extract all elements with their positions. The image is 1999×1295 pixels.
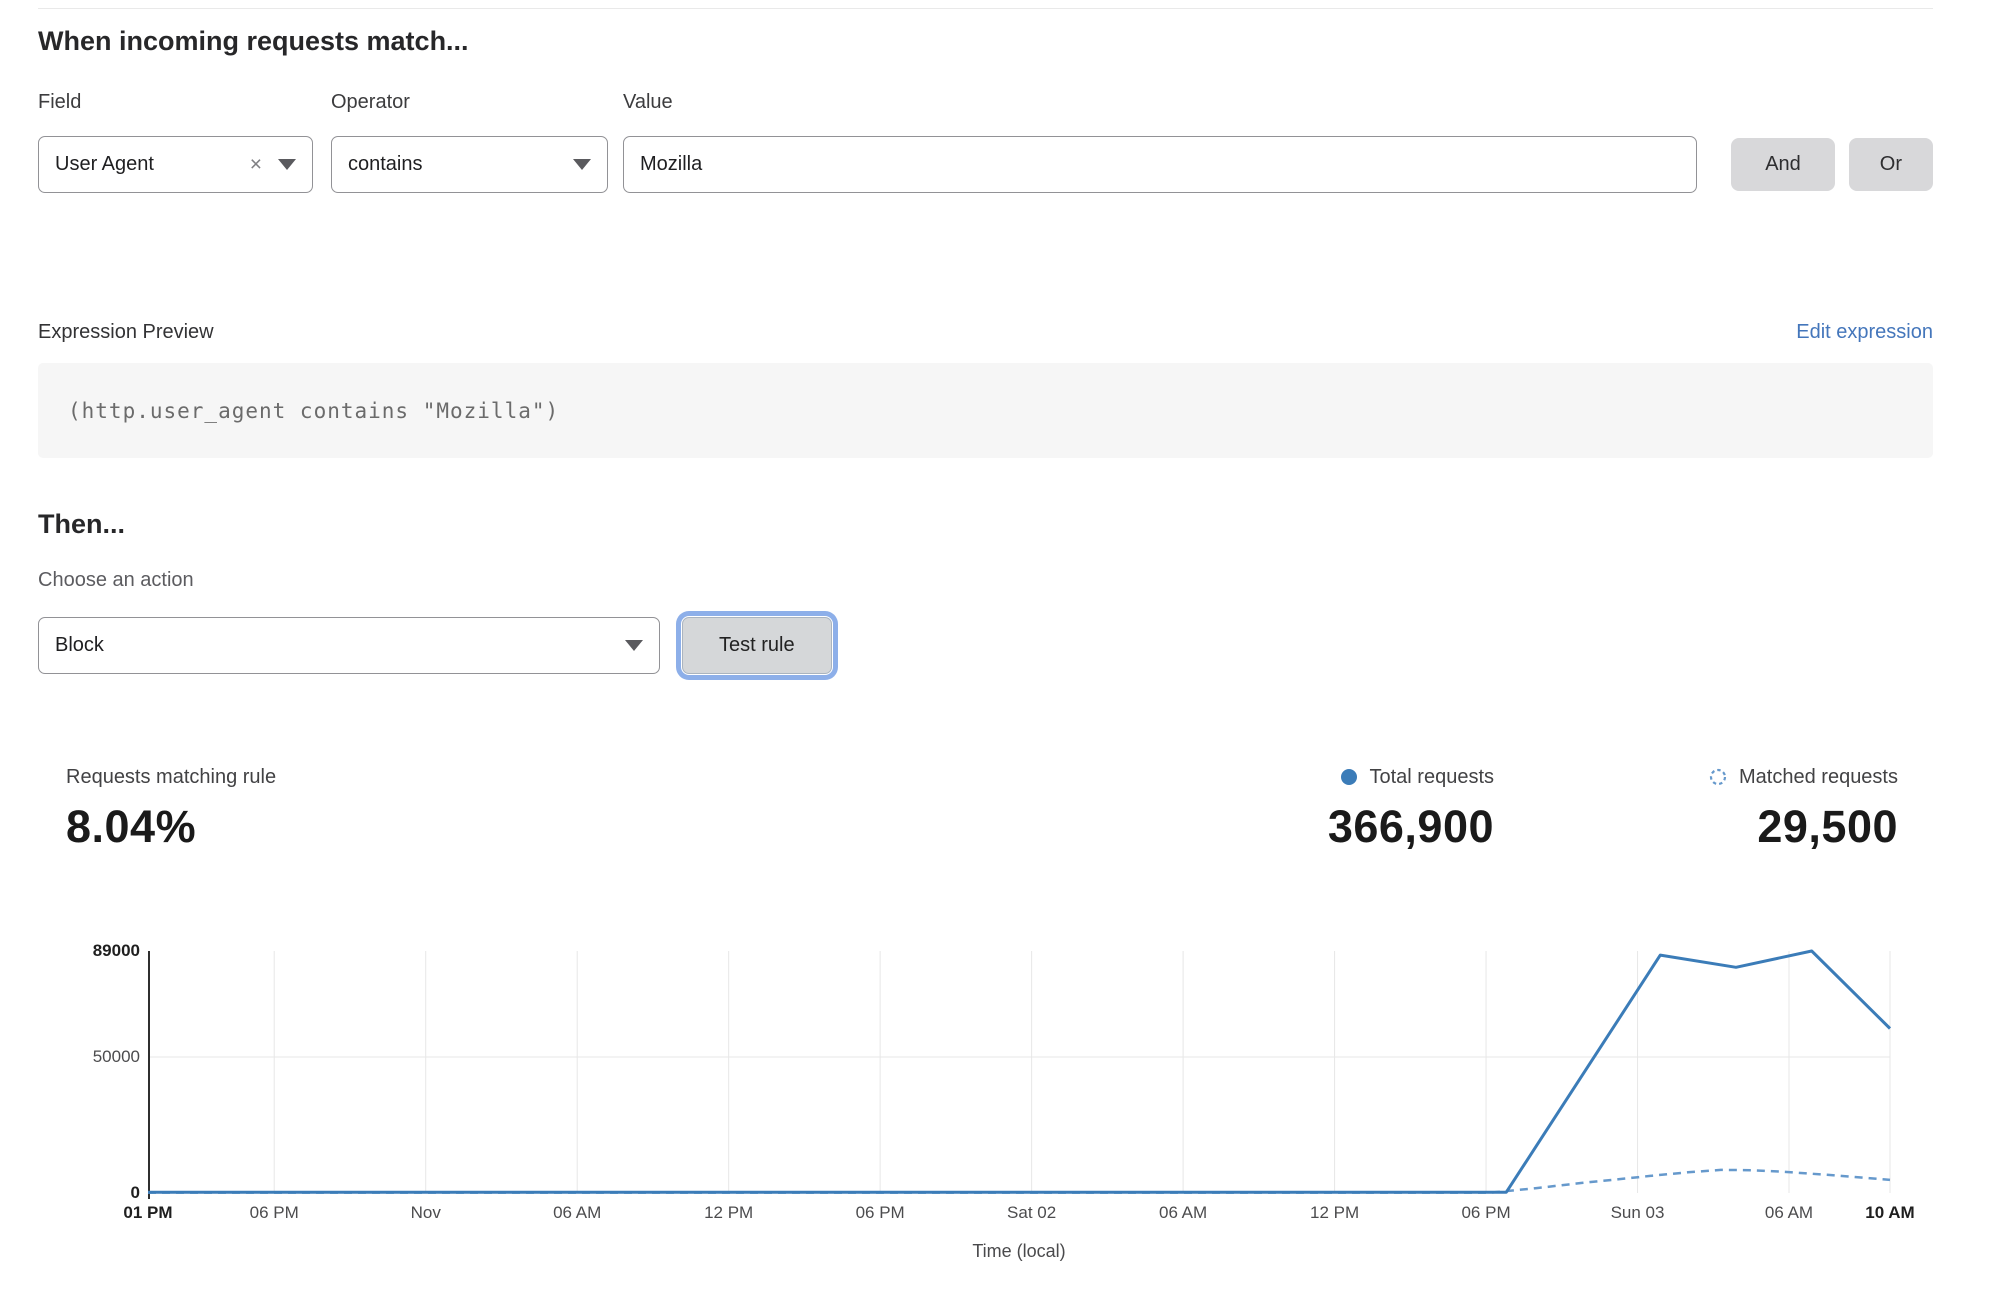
- matched-requests-label[interactable]: Matched requests: [1739, 765, 1898, 788]
- chevron-down-icon: [625, 639, 643, 651]
- chevron-down-icon: [278, 159, 296, 171]
- chart-x-axis-labels: 01 PM 06 PM Nov 06 AM 12 PM 06 PM Sat 02 06 AM 1…: [123, 1202, 1914, 1229]
- test-rule-button[interactable]: Test rule: [682, 616, 832, 674]
- x-tick-label: 06 PM: [249, 1202, 299, 1222]
- value-input-text: Mozilla: [640, 153, 703, 176]
- y-tick-label: 50000: [92, 1046, 140, 1066]
- x-tick-label: Sat 02: [1007, 1202, 1057, 1222]
- x-tick-label: 06 AM: [1764, 1202, 1814, 1222]
- expression-header: Expression Preview Edit expression: [38, 321, 1933, 344]
- x-tick-label: 12 PM: [1310, 1202, 1360, 1222]
- x-tick-label: 06 PM: [855, 1202, 905, 1222]
- and-button[interactable]: And: [1731, 138, 1835, 192]
- matched-requests-value: 29,500: [1757, 800, 1898, 852]
- value-input[interactable]: Mozilla: [623, 136, 1698, 194]
- match-section-title: When incoming requests match...: [38, 26, 469, 56]
- matching-rule-label: Requests matching rule: [66, 765, 277, 788]
- edit-expression-link[interactable]: Edit expression: [1796, 321, 1933, 344]
- total-requests-label[interactable]: Total requests: [1369, 765, 1495, 788]
- or-button[interactable]: Or: [1848, 138, 1933, 192]
- requests-chart: 89000 50000 0: [38, 941, 1933, 1202]
- x-tick-label: Sun 03: [1610, 1202, 1665, 1222]
- y-tick-label: 0: [130, 1182, 140, 1202]
- total-requests-dot-icon: [1340, 769, 1357, 786]
- x-tick-label: 10 AM: [1865, 1202, 1915, 1222]
- operator-select[interactable]: contains: [331, 136, 608, 194]
- series-line-solid: [148, 949, 1892, 1194]
- x-tick-label: 12 PM: [704, 1202, 754, 1222]
- then-section-title: Then...: [38, 509, 125, 540]
- stat-total-requests: Total requests 366,900: [1328, 766, 1494, 853]
- chart-y-axis-labels: 89000 50000 0: [38, 941, 148, 1202]
- matched-requests-dashed-circle-icon: [1709, 769, 1727, 786]
- chevron-down-icon: [573, 159, 591, 171]
- expression-code: (http.user_agent contains "Mozilla"): [68, 398, 560, 423]
- total-requests-value: 366,900: [1327, 800, 1495, 852]
- operator-label: Operator: [331, 91, 410, 114]
- field-label: Field: [38, 91, 82, 114]
- action-select[interactable]: Block: [38, 616, 660, 674]
- x-tick-label: 01 PM: [123, 1202, 173, 1222]
- expression-code-box: (http.user_agent contains "Mozilla"): [38, 363, 1933, 459]
- clear-field-icon[interactable]: ×: [249, 153, 262, 177]
- choose-action-label: Choose an action: [38, 568, 194, 591]
- stats-row: Requests matching rule 8.04% Total reque…: [38, 766, 1933, 853]
- rule-controls-row: User Agent × contains Mozilla And Or: [38, 136, 1933, 194]
- firewall-rule-builder-page: When incoming requests match... Field Op…: [0, 8, 1999, 1262]
- field-select-value: User Agent: [55, 153, 154, 176]
- chart-plot-area[interactable]: [148, 949, 1892, 1199]
- x-tick-label: 06 AM: [553, 1202, 602, 1222]
- top-divider: [38, 8, 1933, 9]
- expression-preview-label: Expression Preview: [38, 321, 214, 344]
- chart-canvas: [148, 949, 1892, 1199]
- action-select-value: Block: [55, 633, 104, 656]
- value-label: Value: [623, 91, 673, 114]
- rule-field-labels: Field Operator Value: [38, 91, 1933, 114]
- field-select[interactable]: User Agent ×: [38, 136, 313, 194]
- matching-rule-value: 8.04%: [66, 800, 197, 852]
- stat-matching-rule: Requests matching rule 8.04%: [66, 766, 276, 853]
- x-tick-label: Nov: [410, 1202, 441, 1222]
- operator-select-value: contains: [348, 153, 423, 176]
- y-tick-label: 89000: [92, 940, 140, 960]
- stat-matched-requests: Matched requests 29,500: [1709, 766, 1898, 853]
- x-tick-label: 06 PM: [1461, 1202, 1511, 1222]
- series-line-dashed: [148, 1168, 1891, 1194]
- chart-x-axis-title: Time (local): [972, 1240, 1066, 1261]
- x-tick-label: 06 AM: [1158, 1202, 1208, 1222]
- action-row: Block Test rule: [38, 616, 1933, 674]
